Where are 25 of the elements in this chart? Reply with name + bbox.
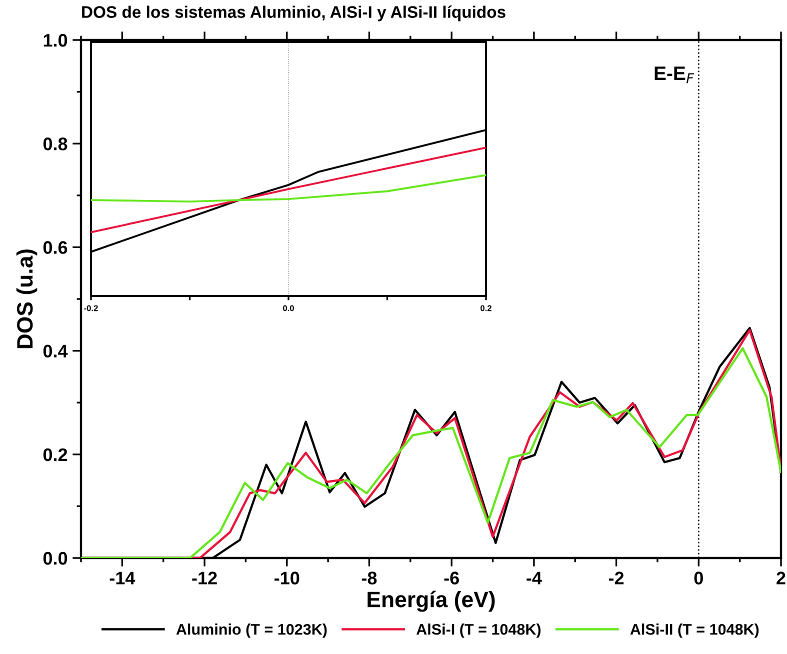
x-tick-label: -6 [444, 572, 459, 584]
x-tick-label: 2 [776, 572, 786, 584]
y-tick-label: 0.4 [43, 344, 68, 358]
x-tick-label: -4 [526, 572, 542, 584]
ref-line-label: E-E$_{F}$ [654, 66, 694, 84]
x-tick-label: 0 [694, 572, 703, 584]
y-tick-label: 0.8 [43, 138, 68, 150]
x-axis-title: Energía (eV) [368, 590, 495, 612]
legend-label: AlSi-I (T = 1048K) [416, 624, 541, 638]
x-tick-label: 0.2 [480, 305, 492, 312]
legend-label: AlSi-II (T = 1048K) [630, 624, 759, 638]
y-tick-label: 0.2 [43, 448, 68, 462]
x-tick-label: -10 [274, 572, 300, 584]
y-tick-label: 0.0 [43, 552, 68, 565]
y-tick-label: 0.6 [43, 241, 68, 254]
x-tick-label: -0.2 [84, 305, 98, 312]
y-axis-title: DOS (u.a) [16, 249, 38, 348]
chart-title: DOS de los sistemas Aluminio, AlSi-I y AlSi-II líquidos [82, 6, 506, 22]
x-tick-label: 0.0 [283, 305, 294, 312]
y-tick-label: 1.0 [44, 34, 68, 47]
x-tick-label: -12 [192, 572, 217, 584]
x-tick-label: -8 [362, 572, 377, 584]
x-tick-label: -2 [608, 572, 624, 584]
x-tick-label: -14 [110, 572, 136, 584]
legend-label: Aluminio (T = 1023K) [176, 624, 327, 638]
